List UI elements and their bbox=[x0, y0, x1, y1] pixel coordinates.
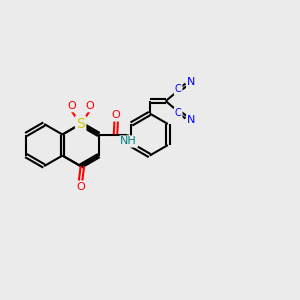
Text: C: C bbox=[175, 108, 181, 118]
Text: O: O bbox=[112, 110, 121, 120]
Text: O: O bbox=[76, 182, 85, 192]
Text: S: S bbox=[76, 117, 85, 131]
Text: O: O bbox=[68, 101, 76, 111]
Text: N: N bbox=[187, 77, 196, 87]
Text: C: C bbox=[175, 84, 181, 94]
Text: NH: NH bbox=[120, 136, 137, 146]
Text: N: N bbox=[187, 115, 196, 125]
Text: O: O bbox=[85, 101, 94, 111]
